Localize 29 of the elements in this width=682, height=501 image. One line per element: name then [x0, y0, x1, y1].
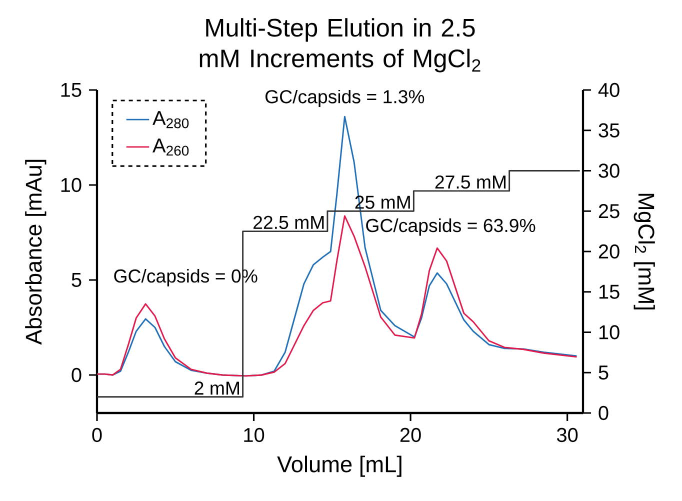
y-tick-label: 10: [61, 178, 82, 192]
x-tick-label: 20: [400, 428, 421, 442]
y2-tick-label: 25: [598, 204, 620, 218]
y-tick-label: 15: [61, 83, 82, 97]
line-series: [97, 215, 578, 377]
y2-axis-title: MgCl$_{2}$ [mM]: [634, 194, 655, 310]
y2-tick-label: 20: [598, 244, 620, 259]
y2-tick-label: 5: [598, 366, 608, 380]
data-label: 22.5 mM: [254, 216, 324, 230]
x-axis-title: Volume [mL]: [277, 456, 402, 477]
x-tick-label: 0: [92, 428, 102, 442]
y2-tick-label: 0: [598, 406, 608, 420]
y-axis-title: Absorbance [mAu]: [25, 160, 46, 345]
y-tick-label: 5: [72, 273, 82, 287]
annotation: GC/capsids = 63.9%: [366, 218, 536, 236]
data-label: 27.5 mM: [435, 175, 506, 189]
chart-title: Multi-Step Elution in 2.5 mM Increments of MgCl$_{2}$: [200, 18, 480, 72]
data-label: 2 mM: [194, 382, 239, 395]
x-tick-label: 10: [244, 428, 264, 442]
y2-tick-label: 30: [598, 164, 620, 178]
legend-label: A$_{260}$: [152, 138, 189, 156]
annotation: GC/capsids = 1.3%: [265, 90, 424, 107]
y2-tick-label: 10: [599, 325, 620, 340]
y2-tick-label: 15: [599, 284, 620, 299]
legend-label: A$_{280}$: [152, 111, 189, 128]
y-tick-label: 0: [72, 368, 82, 382]
x-tick-label: 30: [556, 428, 578, 442]
y2-tick-label: 40: [598, 82, 620, 98]
y2-tick-label: 35: [598, 123, 620, 138]
